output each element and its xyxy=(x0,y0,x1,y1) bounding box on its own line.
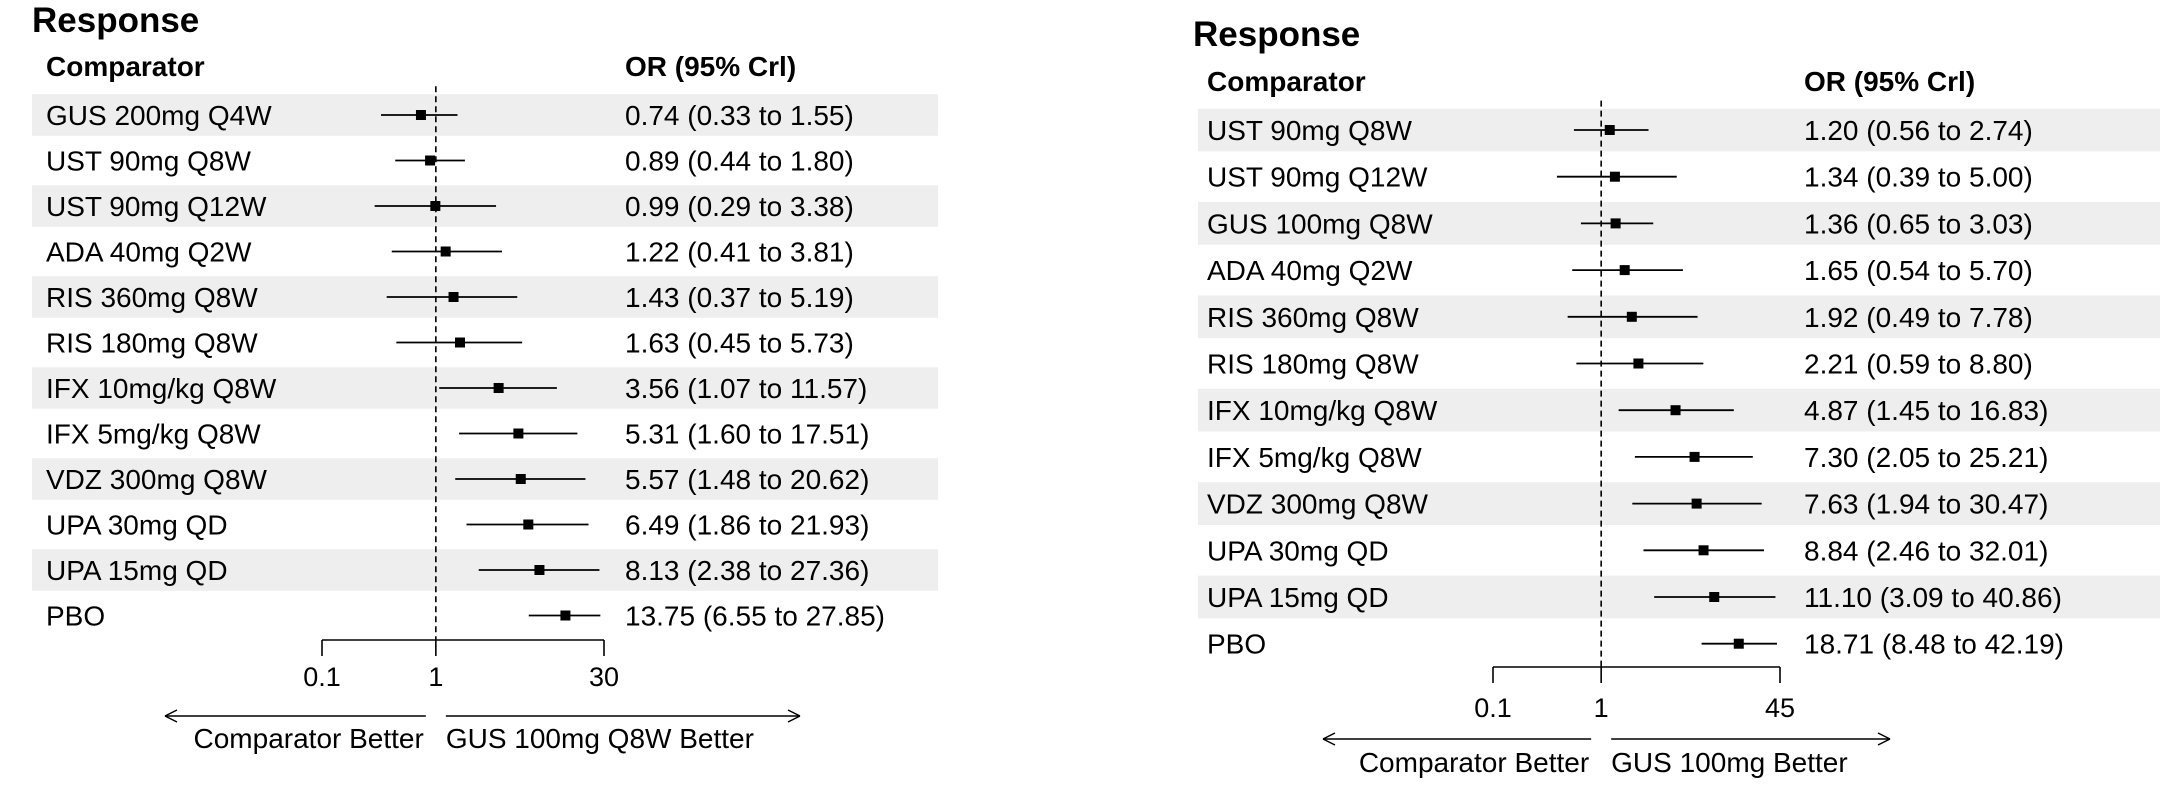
or-label: 8.13 (2.38 to 27.36) xyxy=(625,555,869,586)
row-label: PBO xyxy=(1207,629,1266,660)
or-label: 2.21 (0.59 to 8.80) xyxy=(1804,349,2033,380)
or-label: 0.89 (0.44 to 1.80) xyxy=(625,146,854,177)
arrow-left-head xyxy=(164,709,178,723)
row-stripe xyxy=(1198,202,2160,245)
direction-right-label: GUS 100mg Q8W Better xyxy=(446,723,754,754)
row-label: RIS 360mg Q8W xyxy=(46,282,258,313)
forest-plot-right-svg: Response Comparator OR (95% Crl) UST 90mg Q… xyxy=(1193,15,2160,778)
x-tick-label: 45 xyxy=(1765,693,1795,723)
or-label: 1.22 (0.41 to 3.81) xyxy=(625,237,854,268)
point-estimate xyxy=(523,519,534,530)
row-label: IFX 10mg/kg Q8W xyxy=(46,373,277,404)
row-label: ADA 40mg Q2W xyxy=(46,237,252,268)
forest-plot-right: Response Comparator OR (95% Crl) UST 90mg Q… xyxy=(1160,0,2160,799)
row-label: RIS 180mg Q8W xyxy=(46,328,258,359)
row-stripe xyxy=(32,94,938,136)
or-label: 4.87 (1.45 to 16.83) xyxy=(1804,395,2048,426)
point-estimate xyxy=(415,110,426,120)
point-estimate xyxy=(454,337,465,348)
or-label: 0.99 (0.29 to 3.38) xyxy=(625,191,854,222)
arrow-right-head xyxy=(1877,732,1891,746)
x-tick-label: 0.1 xyxy=(303,662,341,692)
or-label: 8.84 (2.46 to 32.01) xyxy=(1804,535,2048,566)
point-estimate xyxy=(1733,638,1744,649)
or-label: 3.56 (1.07 to 11.57) xyxy=(625,373,867,404)
x-tick-label: 1 xyxy=(1594,693,1609,723)
x-tick-label: 1 xyxy=(428,662,443,692)
or-label: 1.43 (0.37 to 5.19) xyxy=(625,282,854,313)
row-label: ADA 40mg Q2W xyxy=(1207,255,1413,286)
point-estimate xyxy=(1604,125,1615,135)
arrow-left-head xyxy=(1322,732,1336,746)
row-label: UPA 30mg QD xyxy=(1207,535,1389,566)
row-label: UPA 15mg QD xyxy=(46,555,228,586)
point-estimate xyxy=(1689,451,1700,462)
chart-title: Response xyxy=(32,1,199,40)
point-estimate xyxy=(534,565,545,575)
point-estimate xyxy=(1633,358,1644,369)
column-header-comparator: Comparator xyxy=(46,51,205,82)
or-label: 1.63 (0.45 to 5.73) xyxy=(625,328,854,359)
or-label: 1.65 (0.54 to 5.70) xyxy=(1804,255,2033,286)
point-estimate xyxy=(425,155,436,166)
point-estimate xyxy=(430,201,441,211)
point-estimate xyxy=(560,610,571,621)
row-label: IFX 10mg/kg Q8W xyxy=(1207,395,1438,426)
column-header-or: OR (95% Crl) xyxy=(1804,66,1975,97)
or-label: 1.20 (0.56 to 2.74) xyxy=(1804,115,2033,146)
or-label: 7.30 (2.05 to 25.21) xyxy=(1804,442,2048,473)
row-label: GUS 100mg Q8W xyxy=(1207,208,1433,239)
direction-right-label: GUS 100mg Better xyxy=(1611,747,1848,778)
or-label: 7.63 (1.94 to 30.47) xyxy=(1804,489,2048,520)
forest-plot-left: Response Comparator OR (95% Crl) GUS 200mg … xyxy=(0,0,1000,799)
row-label: UST 90mg Q12W xyxy=(1207,162,1428,193)
or-label: 1.36 (0.65 to 3.03) xyxy=(1804,208,2033,239)
chart-title: Response xyxy=(1193,15,1360,54)
direction-left-label: Comparator Better xyxy=(1359,747,1589,778)
point-estimate xyxy=(448,292,459,302)
row-label: UPA 30mg QD xyxy=(46,510,228,541)
x-tick-label: 0.1 xyxy=(1474,693,1512,723)
point-estimate xyxy=(1691,498,1702,509)
row-label: IFX 5mg/kg Q8W xyxy=(46,419,261,450)
row-label: UST 90mg Q8W xyxy=(1207,115,1412,146)
or-label: 1.92 (0.49 to 7.78) xyxy=(1804,302,2033,333)
point-estimate xyxy=(1626,311,1637,322)
point-estimate xyxy=(1619,265,1630,276)
row-label: RIS 360mg Q8W xyxy=(1207,302,1419,333)
point-estimate xyxy=(513,428,524,439)
point-estimate xyxy=(1709,592,1720,602)
row-label: PBO xyxy=(46,601,105,632)
or-label: 11.10 (3.09 to 40.86) xyxy=(1804,582,2062,613)
or-label: 5.57 (1.48 to 20.62) xyxy=(625,464,869,495)
point-estimate xyxy=(1610,218,1621,229)
row-stripe xyxy=(1198,108,2160,152)
point-estimate xyxy=(1670,405,1681,416)
row-label: UST 90mg Q12W xyxy=(46,191,267,222)
row-label: UST 90mg Q8W xyxy=(46,146,251,177)
point-estimate xyxy=(1698,545,1709,556)
point-estimate xyxy=(493,383,504,393)
or-label: 1.34 (0.39 to 5.00) xyxy=(1804,162,2033,193)
or-label: 18.71 (8.48 to 42.19) xyxy=(1804,629,2064,660)
point-estimate xyxy=(515,474,526,484)
point-estimate xyxy=(1609,171,1620,182)
row-label: IFX 5mg/kg Q8W xyxy=(1207,442,1422,473)
or-label: 13.75 (6.55 to 27.85) xyxy=(625,601,885,632)
row-label: VDZ 300mg Q8W xyxy=(46,464,268,495)
x-tick-label: 30 xyxy=(589,662,619,692)
or-label: 0.74 (0.33 to 1.55) xyxy=(625,100,854,131)
point-estimate xyxy=(440,246,451,257)
or-label: 5.31 (1.60 to 17.51) xyxy=(625,419,869,450)
or-label: 6.49 (1.86 to 21.93) xyxy=(625,510,869,541)
row-label: UPA 15mg QD xyxy=(1207,582,1389,613)
arrow-right-head xyxy=(787,709,801,723)
row-label: VDZ 300mg Q8W xyxy=(1207,489,1429,520)
row-label: RIS 180mg Q8W xyxy=(1207,349,1419,380)
forest-plot-left-svg: Response Comparator OR (95% Crl) GUS 200mg … xyxy=(32,1,938,754)
column-header-or: OR (95% Crl) xyxy=(625,51,796,82)
column-header-comparator: Comparator xyxy=(1207,66,1366,97)
direction-left-label: Comparator Better xyxy=(194,723,424,754)
row-label: GUS 200mg Q4W xyxy=(46,100,272,131)
